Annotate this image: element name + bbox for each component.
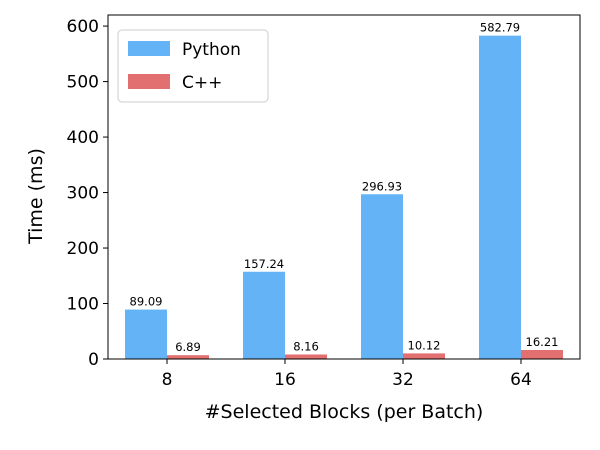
data-label-python-8: 89.09 xyxy=(130,295,163,309)
legend-label-python: Python xyxy=(182,40,241,60)
y-tick-label-200: 200 xyxy=(67,239,99,259)
y-tick-label-100: 100 xyxy=(67,295,99,315)
bar-python-64 xyxy=(479,35,521,360)
plot-frame xyxy=(107,14,581,360)
data-label-cpp-8: 6.89 xyxy=(175,340,201,354)
x-tick-label-64: 64 xyxy=(510,370,532,390)
data-label-python-64: 582.79 xyxy=(480,21,520,35)
bar-cpp-32 xyxy=(403,353,445,359)
data-label-python-16: 157.24 xyxy=(244,257,284,271)
axes-layer: 8 16 32 64 0 100 200 300 400 500 600 xyxy=(67,14,581,390)
bar-python-32 xyxy=(361,194,403,359)
bars-layer xyxy=(125,35,563,360)
legend-swatch-cpp xyxy=(128,74,170,89)
y-tick-label-500: 500 xyxy=(67,73,99,93)
data-label-cpp-64: 16.21 xyxy=(526,335,559,349)
y-tick-label-600: 600 xyxy=(67,17,99,37)
legend-swatch-python xyxy=(128,41,170,56)
y-tick-label-400: 400 xyxy=(67,128,99,148)
x-tick-label-8: 8 xyxy=(162,370,173,390)
y-axis-title: Time (ms) xyxy=(25,148,47,245)
data-labels-layer: 89.09 6.89 157.24 8.16 296.93 10.12 582.79 16.2… xyxy=(130,21,559,355)
legend-label-cpp: C++ xyxy=(182,73,222,93)
bar-python-8 xyxy=(125,309,167,359)
data-label-cpp-16: 8.16 xyxy=(293,339,319,353)
x-tick-label-32: 32 xyxy=(392,370,414,390)
bar-cpp-8 xyxy=(167,355,209,359)
data-label-python-32: 296.93 xyxy=(362,179,402,193)
bar-python-16 xyxy=(243,271,285,359)
legend: Python C++ xyxy=(117,29,269,103)
x-tick-label-16: 16 xyxy=(274,370,296,390)
x-axis-title: #Selected Blocks (per Batch) xyxy=(205,401,484,423)
y-tick-label-300: 300 xyxy=(67,184,99,204)
data-label-cpp-32: 10.12 xyxy=(408,338,441,352)
bar-cpp-64 xyxy=(521,350,563,359)
bar-cpp-16 xyxy=(285,354,327,359)
y-tick-label-0: 0 xyxy=(88,350,99,370)
